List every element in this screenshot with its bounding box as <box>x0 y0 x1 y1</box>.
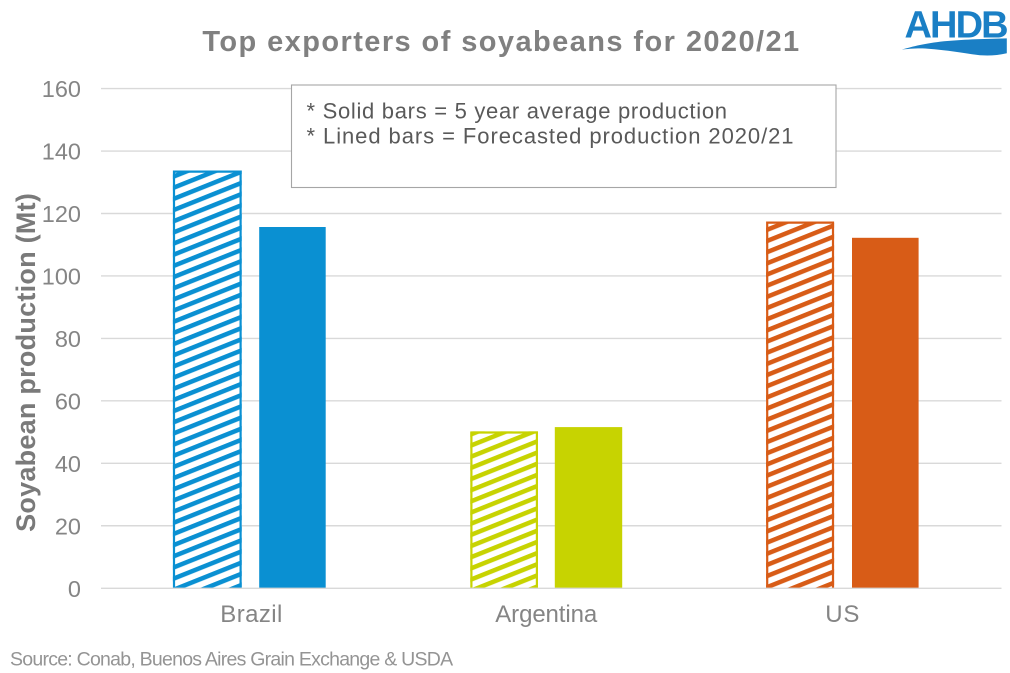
svg-text:Top exporters of soyabeans for: Top exporters of soyabeans for 2020/21 <box>202 26 800 58</box>
svg-text:120: 120 <box>42 201 81 227</box>
svg-text:80: 80 <box>55 326 81 352</box>
svg-text:40: 40 <box>55 451 81 477</box>
svg-text:160: 160 <box>42 76 81 102</box>
svg-text:* Lined bars = Forecasted prod: * Lined bars = Forecasted production 202… <box>307 124 795 149</box>
svg-text:60: 60 <box>55 388 81 414</box>
svg-text:140: 140 <box>42 139 81 165</box>
svg-text:Brazil: Brazil <box>220 601 282 628</box>
svg-text:0: 0 <box>68 576 81 602</box>
svg-text:Source: Conab, Buenos Aires Gr: Source: Conab, Buenos Aires Grain Exchan… <box>10 648 453 670</box>
svg-text:Argentina: Argentina <box>495 601 598 628</box>
svg-text:20: 20 <box>55 513 81 539</box>
svg-text:100: 100 <box>42 263 81 289</box>
svg-text:Soyabean production (Mt): Soyabean production (Mt) <box>11 193 41 532</box>
svg-text:US: US <box>825 601 860 628</box>
svg-text:* Solid bars = 5 year average: * Solid bars = 5 year average production <box>307 98 728 123</box>
